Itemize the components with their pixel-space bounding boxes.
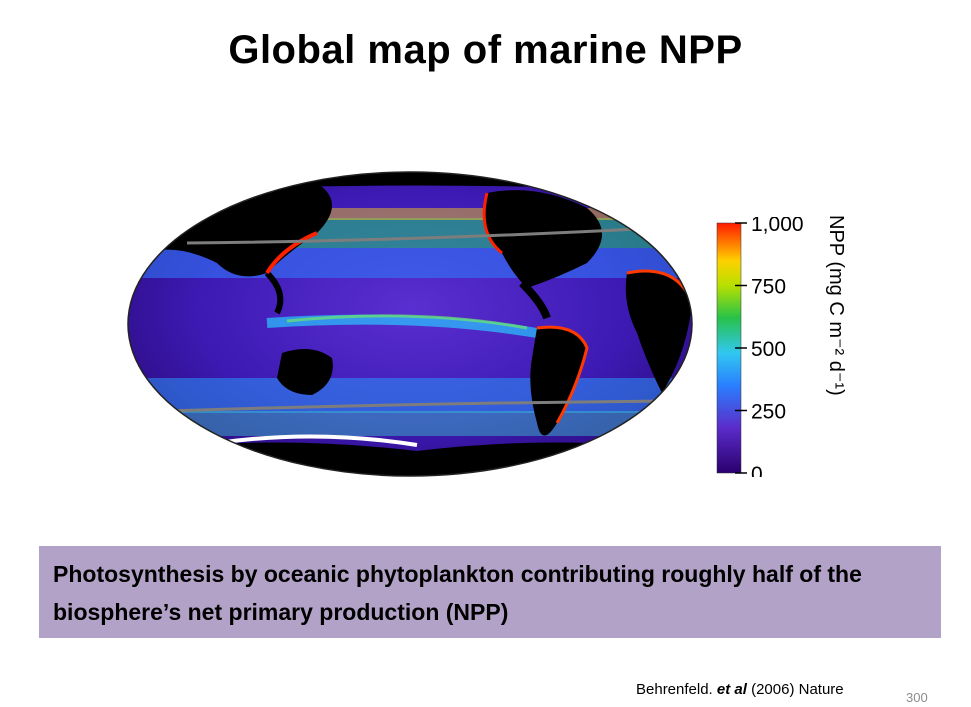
npp-colorbar: 1,000 750 500 250 0	[713, 213, 863, 486]
caption-box: Photosynthesis by oceanic phytoplankton …	[39, 546, 941, 638]
citation-rest: (2006) Nature	[751, 681, 844, 698]
colorbar-tick-label-1: 750	[751, 276, 786, 299]
colorbar-tick-label-4: 0	[751, 463, 763, 477]
caption-text: Photosynthesis by oceanic phytoplankton …	[53, 561, 862, 625]
colorbar-tick-label-3: 250	[751, 401, 786, 424]
citation-etal: et al	[716, 681, 747, 698]
map-svg	[127, 171, 693, 477]
colorbar-tick-label-0: 1,000	[751, 217, 804, 236]
colorbar-svg: 1,000 750 500 250 0	[716, 213, 804, 486]
npp-world-map	[117, 163, 709, 485]
colorbar-label: NPP (mg C m⁻² d⁻¹)	[825, 215, 847, 396]
citation-author: Behrenfeld.	[636, 681, 713, 698]
page-number: 300	[906, 690, 928, 705]
citation: Behrenfeld. et al (2006) Nature	[636, 681, 844, 698]
slide-title: Global map of marine NPP	[228, 28, 743, 72]
colorbar-tick-label-2: 500	[751, 338, 786, 361]
